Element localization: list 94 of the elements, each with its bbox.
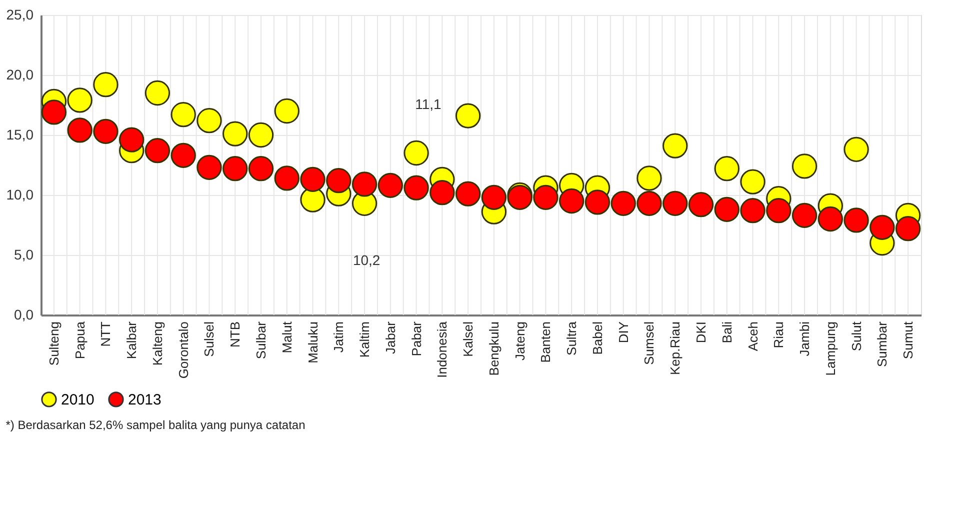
x-tick-label: Banten [538, 322, 554, 363]
point [196, 108, 222, 134]
x-tick-label: Jambi [797, 321, 812, 356]
point [766, 198, 792, 224]
y-tick-label: 10,0 [6, 186, 34, 202]
x-tick-label: DIY [616, 321, 631, 344]
point [41, 100, 67, 125]
point [144, 80, 170, 106]
x-tick-label: Sultra [564, 320, 580, 356]
x-tick-label: Jateng [512, 322, 528, 361]
x-tick-label: Jatim [331, 322, 346, 353]
point [248, 122, 274, 148]
x-tick-label: Kalbar [124, 320, 140, 360]
y-tick-label: 25,0 [6, 6, 34, 22]
x-tick-label: Aceh [745, 322, 760, 352]
point [274, 98, 300, 124]
x-tick-label: DKI [694, 322, 708, 344]
point [844, 136, 869, 162]
point [792, 154, 818, 179]
point [93, 72, 118, 98]
x-tick-label: Maluku [305, 322, 320, 364]
point [170, 142, 196, 168]
point [222, 156, 248, 182]
point [688, 192, 714, 218]
point [481, 184, 507, 210]
point [67, 118, 92, 143]
x-tick-label: Kep.Riau [668, 322, 683, 375]
point [222, 121, 248, 146]
point [170, 102, 196, 128]
point [792, 202, 818, 228]
point [818, 206, 843, 232]
point [404, 175, 429, 200]
point [895, 216, 921, 242]
x-tick-label: Papua [72, 320, 88, 360]
point [662, 133, 688, 158]
x-tick-label: Sulteng [46, 322, 62, 366]
point [119, 127, 144, 152]
point [93, 118, 118, 144]
x-tick-label: Sumsel [642, 321, 657, 365]
x-tick-label: NTT [98, 321, 114, 347]
x-tick-label: Sulsel [202, 321, 217, 357]
x-tick-label: Kalteng [150, 322, 165, 366]
x-tick-label: Sumut [900, 321, 916, 360]
point [404, 140, 429, 166]
x-tick-label: Sulbar [254, 320, 268, 360]
point [740, 198, 766, 224]
x-tick-label: Jabar [382, 320, 398, 354]
point [378, 172, 403, 198]
point [196, 154, 222, 180]
y-tick-label: 0,0 [14, 306, 34, 322]
x-tick-label: Lampung [822, 322, 838, 376]
x-tick-label: Gorontalo [176, 322, 191, 379]
point [610, 190, 636, 216]
point [455, 181, 481, 206]
x-tick-label: Kalsel [460, 321, 476, 357]
point [636, 166, 662, 191]
x-tick-label: Indonesia [434, 320, 450, 378]
point [714, 156, 740, 182]
point [300, 166, 326, 192]
point [636, 190, 662, 216]
annotation: 10,2 [352, 252, 380, 268]
y-tick-label: 20,0 [6, 66, 34, 82]
point [559, 188, 584, 214]
x-tick-label: Riau [771, 322, 786, 348]
annotation: 11,1 [415, 96, 442, 112]
legend-label: 2013 [128, 391, 162, 408]
point [870, 214, 895, 240]
point [584, 190, 610, 215]
x-tick-label: Kaltim [357, 322, 372, 358]
point [430, 180, 455, 206]
point [714, 196, 740, 222]
x-tick-label: Bengkulu [486, 322, 502, 376]
x-tick-label: Pabar [408, 320, 424, 356]
x-tick-label: Malut [279, 321, 294, 354]
x-tick-label: NTB [228, 322, 243, 348]
point [455, 103, 481, 128]
point [144, 138, 170, 164]
y-tick-label: 15,0 [6, 126, 34, 142]
point [740, 169, 766, 194]
text: *) Berdasarkan 52,6% sampel balita yang punya catatan [6, 418, 306, 432]
x-tick-label: Babel [590, 321, 605, 355]
point [248, 156, 274, 182]
point [662, 190, 688, 216]
point [67, 88, 92, 113]
point [326, 168, 352, 194]
x-tick-label: Sumbar [874, 320, 890, 368]
y-tick-label: 5,0 [14, 246, 34, 262]
legend-label: 2010 [61, 391, 94, 408]
point [352, 172, 378, 197]
point [274, 166, 300, 191]
x-tick-label: Sulut [848, 321, 864, 352]
point [533, 184, 558, 210]
point [844, 208, 869, 233]
x-tick-label: Bali [719, 321, 734, 344]
